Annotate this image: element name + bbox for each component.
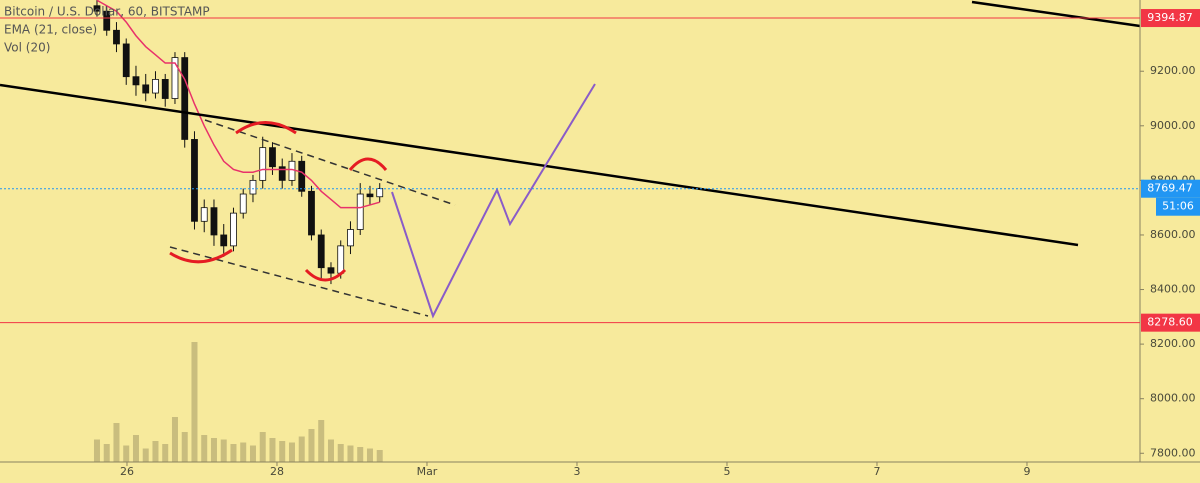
candle-body: [122, 43, 130, 78]
candle-body: [366, 193, 374, 198]
candle-body: [376, 188, 384, 198]
countdown-box: [1156, 197, 1200, 216]
candle-body: [278, 166, 286, 181]
legend-entry: EMA (21, close): [4, 23, 97, 37]
candle-body: [269, 147, 276, 168]
candle-body: [113, 29, 120, 45]
volume-bar: [123, 445, 130, 462]
volume-bar: [249, 445, 256, 462]
pattern-arc: [304, 268, 347, 282]
level-label: 8278.60: [1147, 316, 1193, 329]
candle-body: [181, 57, 189, 140]
ema-line: [96, 0, 380, 209]
candle-body: [327, 267, 335, 274]
countdown-label: 51:06: [1162, 200, 1194, 213]
volume-bar: [113, 423, 120, 462]
volume-bar: [357, 447, 364, 462]
volume-bar: [376, 450, 383, 462]
volume-bar: [152, 441, 159, 462]
volume-bar: [93, 439, 100, 462]
pattern-arc: [348, 157, 388, 171]
candle-body: [239, 193, 247, 214]
y-tick-label: 8400.00: [1150, 283, 1196, 296]
y-tick-label: 9000.00: [1150, 119, 1196, 132]
volume-bar: [171, 417, 178, 462]
x-tick-label: Mar: [417, 465, 438, 478]
volume-bar: [132, 435, 139, 462]
candle-body: [132, 76, 140, 86]
legend-entry: Vol (20): [4, 41, 50, 55]
volume-bar: [230, 444, 237, 462]
pattern-arc: [169, 248, 233, 264]
candle-body: [171, 57, 179, 99]
volume-bar: [142, 448, 149, 462]
x-tick-label: 26: [120, 465, 134, 478]
level-label: 8769.47: [1147, 182, 1193, 195]
candle-body: [152, 79, 159, 94]
candle-body: [317, 234, 325, 269]
plot-area: [93, 0, 384, 462]
projection-path: [391, 83, 596, 319]
level-box: [1141, 179, 1200, 198]
candle-body: [220, 234, 228, 247]
volume-bar: [259, 432, 266, 462]
candle-body: [230, 212, 237, 247]
volume-bar: [288, 442, 295, 462]
candle-body: [142, 84, 150, 94]
y-tick-label: 8600.00: [1150, 228, 1196, 241]
pattern-arc: [235, 121, 297, 135]
volume-bar: [181, 432, 188, 462]
candle-body: [308, 190, 315, 236]
volume-bar: [308, 429, 315, 462]
x-tick-label: 3: [573, 465, 580, 478]
candle-body: [103, 10, 111, 31]
y-tick-label: 9200.00: [1150, 64, 1196, 77]
x-tick-label: 9: [1023, 465, 1030, 478]
volume-bar: [347, 445, 354, 462]
volume-bar: [269, 438, 276, 462]
volume-bar: [327, 439, 334, 462]
x-tick-label: 5: [723, 465, 730, 478]
volume-bar: [240, 442, 247, 462]
trend-line: [971, 0, 1141, 28]
volume-bar: [279, 441, 286, 462]
trend-line: [0, 83, 1079, 247]
volume-bar: [103, 444, 110, 462]
volume-bar: [210, 438, 217, 462]
channel-line: [169, 246, 429, 317]
y-tick-label: 8000.00: [1150, 392, 1196, 405]
legend: Bitcoin / U.S. Dollar, 60, BITSTAMP EMA …: [4, 5, 210, 55]
candle-body: [191, 139, 198, 222]
chart-title: Bitcoin / U.S. Dollar, 60, BITSTAMP: [4, 5, 210, 19]
x-tick-label: 28: [270, 465, 284, 478]
candle-body: [93, 5, 101, 12]
volume-bar: [201, 435, 208, 462]
drawings: [0, 0, 1141, 319]
level-box: [1141, 9, 1200, 28]
candle-body: [249, 179, 257, 195]
level-label: 9394.87: [1147, 11, 1193, 24]
volume-bar: [220, 439, 227, 462]
candle-body: [298, 160, 306, 192]
volume-bar: [298, 436, 305, 462]
candle-body: [356, 193, 364, 230]
candle-body: [347, 229, 354, 247]
volume-bar: [318, 420, 325, 462]
channel-line: [204, 119, 456, 206]
level-box: [1141, 313, 1200, 332]
candle-body: [200, 207, 208, 222]
candle-body: [259, 147, 267, 181]
candle-body: [337, 245, 345, 274]
volume-bar: [366, 448, 373, 462]
y-tick-label: 8200.00: [1150, 337, 1196, 350]
y-tick-label: 7800.00: [1150, 446, 1196, 459]
volume-bar: [162, 444, 169, 462]
candle-body: [161, 79, 169, 99]
volume-bar: [337, 444, 344, 462]
x-tick-label: 7: [873, 465, 880, 478]
volume-bar: [191, 342, 198, 462]
candle-body: [210, 207, 218, 236]
